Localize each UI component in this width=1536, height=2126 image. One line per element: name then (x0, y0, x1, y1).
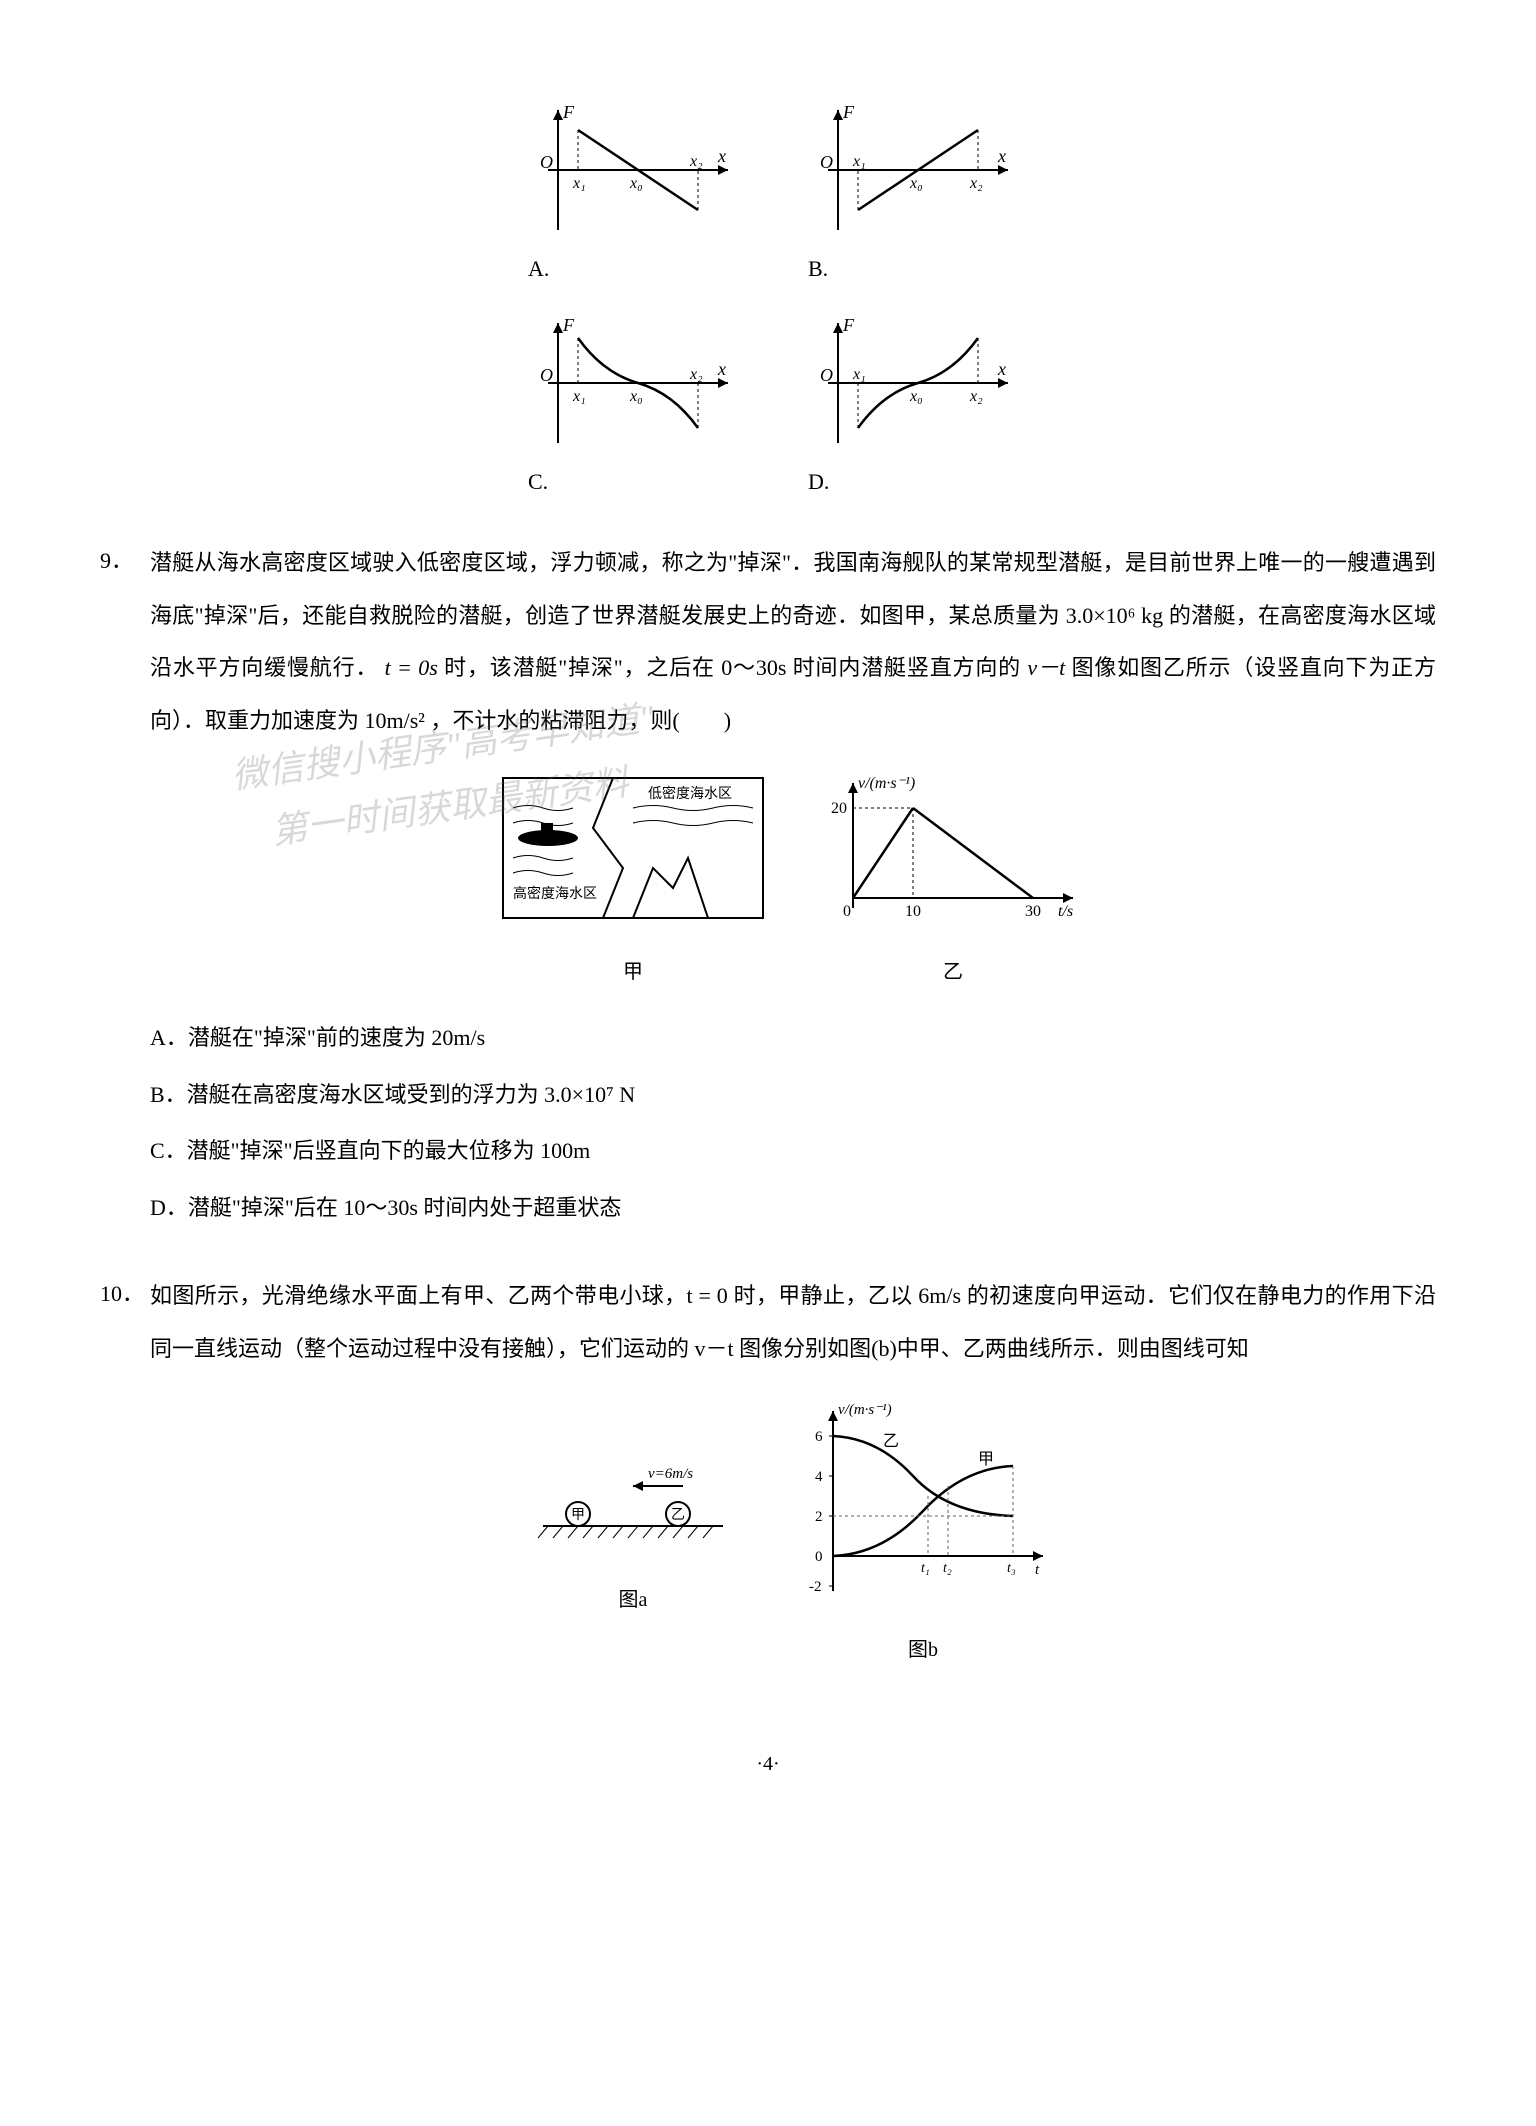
graph-c-svg: F x O x₁ x₀ x₂ (518, 313, 738, 453)
svg-text:20: 20 (831, 800, 847, 817)
q9-text: 潜艇从海水高密度区域驶入低密度区域，浮力顿减，称之为"掉深"．我国南海舰队的某常… (150, 537, 1436, 748)
svg-text:x₁: x₁ (572, 175, 586, 192)
q9-body: 潜艇从海水高密度区域驶入低密度区域，浮力顿减，称之为"掉深"．我国南海舰队的某常… (150, 537, 1436, 1240)
svg-text:x₂: x₂ (969, 175, 983, 192)
q9-options: A．潜艇在"掉深"前的速度为 20m/s B．潜艇在高密度海水区域受到的浮力为 … (150, 1014, 1436, 1232)
graph-d: F x O x₁ x₀ x₂ D. (798, 313, 1018, 506)
svg-text:x₁: x₁ (852, 153, 866, 170)
svg-text:x: x (997, 146, 1006, 166)
svg-text:x: x (717, 359, 726, 379)
q9-option-c: C．潜艇"掉深"后竖直向下的最大位移为 100m (150, 1127, 1436, 1175)
svg-text:甲: 甲 (571, 1508, 585, 1523)
q9-mass: 3.0×10⁶ kg (1066, 603, 1163, 628)
q9-figures: 微信搜小程序"高考早知道" 第一时间获取最新资料 (150, 768, 1436, 994)
svg-text:t: t (1035, 1562, 1040, 1578)
graph-c-label: C. (528, 458, 548, 506)
svg-text:F: F (562, 102, 575, 122)
figure-yi: v/(m·s⁻¹) t/s 20 0 10 30 乙 (813, 768, 1093, 994)
figure-b: v/(m·s⁻¹) t 6 4 2 0 -2 (783, 1396, 1063, 1672)
q10-body: 如图所示，光滑绝缘水平面上有甲、乙两个带电小球，t = 0 时，甲静止，乙以 6… (150, 1270, 1436, 1692)
svg-text:x: x (997, 359, 1006, 379)
graph-b: F x O x₁ x₀ x₂ B. (798, 100, 1018, 293)
svg-text:乙: 乙 (883, 1433, 899, 1450)
q9-t3: 时，该潜艇"掉深"，之后在 (444, 655, 715, 680)
question-10: 10． 如图所示，光滑绝缘水平面上有甲、乙两个带电小球，t = 0 时，甲静止，… (100, 1270, 1436, 1692)
graph-d-label: D. (808, 458, 829, 506)
figure-jia-caption: 甲 (493, 950, 773, 994)
graph-c: F x O x₁ x₀ x₂ C. (518, 313, 738, 506)
svg-text:t₃: t₃ (1007, 1561, 1016, 1576)
svg-text:甲: 甲 (978, 1451, 994, 1468)
graph-a-label: A. (528, 245, 549, 293)
svg-text:高密度海水区: 高密度海水区 (513, 885, 597, 902)
page-number: ·4· (100, 1742, 1436, 1786)
svg-text:6: 6 (815, 1429, 823, 1445)
q9-vt: v－t (1027, 655, 1065, 680)
figure-jia-svg: 低密度海水区 高密度海水区 (493, 768, 773, 928)
svg-text:t₂: t₂ (943, 1561, 952, 1576)
figure-a-caption: 图a (523, 1578, 743, 1622)
svg-text:O: O (820, 152, 833, 172)
q9-option-b: B．潜艇在高密度海水区域受到的浮力为 3.0×10⁷ N (150, 1071, 1436, 1119)
figure-b-svg: v/(m·s⁻¹) t 6 4 2 0 -2 (783, 1396, 1063, 1606)
svg-text:4: 4 (815, 1469, 823, 1485)
q10-number: 10． (100, 1270, 150, 1692)
q10-text: 如图所示，光滑绝缘水平面上有甲、乙两个带电小球，t = 0 时，甲静止，乙以 6… (150, 1270, 1436, 1376)
graph-b-svg: F x O x₁ x₀ x₂ (798, 100, 1018, 240)
graph-row-1: F x O x₁ x₀ x₂ A. F x O x₁ x₀ (100, 100, 1436, 293)
svg-text:x₀: x₀ (629, 388, 643, 405)
q9-number: 9． (100, 537, 150, 1240)
q9-range: 0～30s (721, 655, 786, 680)
q9-t4: 时间内潜艇竖直方向的 (793, 655, 1021, 680)
graph-d-svg: F x O x₁ x₀ x₂ (798, 313, 1018, 453)
svg-text:x: x (717, 146, 726, 166)
q9-t0: t = 0s (385, 655, 438, 680)
graph-a: F x O x₁ x₀ x₂ A. (518, 100, 738, 293)
svg-text:30: 30 (1025, 903, 1041, 920)
graph-row-2: F x O x₁ x₀ x₂ C. F x O x₁ x₀ (100, 313, 1436, 506)
q10-figures: 甲 乙 v=6m/s 图a v/(m·s⁻¹) (150, 1396, 1436, 1672)
q9-g: 10m/s² (365, 708, 425, 733)
q9-option-a: A．潜艇在"掉深"前的速度为 20m/s (150, 1014, 1436, 1062)
question-9: 9． 潜艇从海水高密度区域驶入低密度区域，浮力顿减，称之为"掉深"．我国南海舰队… (100, 537, 1436, 1240)
svg-text:0: 0 (843, 903, 851, 920)
svg-text:t₁: t₁ (921, 1561, 930, 1576)
svg-text:F: F (562, 315, 575, 335)
figure-yi-caption: 乙 (813, 950, 1093, 994)
svg-text:O: O (820, 365, 833, 385)
svg-text:2: 2 (815, 1509, 823, 1525)
svg-text:v/(m·s⁻¹): v/(m·s⁻¹) (858, 775, 915, 792)
q9-t6: ，不计水的粘滞阻力，则( ) (430, 708, 731, 733)
svg-text:v=6m/s: v=6m/s (648, 1466, 693, 1482)
figure-b-caption: 图b (783, 1628, 1063, 1672)
svg-text:-2: -2 (809, 1579, 822, 1595)
svg-text:0: 0 (815, 1549, 823, 1565)
svg-text:x₀: x₀ (629, 175, 643, 192)
figure-a: 甲 乙 v=6m/s 图a (523, 1446, 743, 1622)
svg-text:乙: 乙 (671, 1507, 685, 1523)
svg-text:F: F (842, 102, 855, 122)
svg-text:x₂: x₂ (969, 388, 983, 405)
svg-text:O: O (540, 365, 553, 385)
svg-text:低密度海水区: 低密度海水区 (648, 785, 732, 802)
svg-text:O: O (540, 152, 553, 172)
figure-jia: 低密度海水区 高密度海水区 甲 (493, 768, 773, 994)
figure-yi-svg: v/(m·s⁻¹) t/s 20 0 10 30 (813, 768, 1093, 928)
svg-text:x₁: x₁ (852, 366, 866, 383)
svg-text:x₀: x₀ (909, 388, 923, 405)
svg-text:F: F (842, 315, 855, 335)
q9-option-d: D．潜艇"掉深"后在 10～30s 时间内处于超重状态 (150, 1184, 1436, 1232)
graph-b-label: B. (808, 245, 828, 293)
figure-a-svg: 甲 乙 v=6m/s (523, 1446, 743, 1556)
svg-text:t/s: t/s (1058, 903, 1073, 920)
svg-text:x₀: x₀ (909, 175, 923, 192)
svg-text:x₂: x₂ (689, 366, 703, 383)
svg-text:x₂: x₂ (689, 153, 703, 170)
graph-a-svg: F x O x₁ x₀ x₂ (518, 100, 738, 240)
svg-text:v/(m·s⁻¹): v/(m·s⁻¹) (838, 1402, 892, 1418)
svg-text:10: 10 (905, 903, 921, 920)
svg-text:x₁: x₁ (572, 388, 586, 405)
